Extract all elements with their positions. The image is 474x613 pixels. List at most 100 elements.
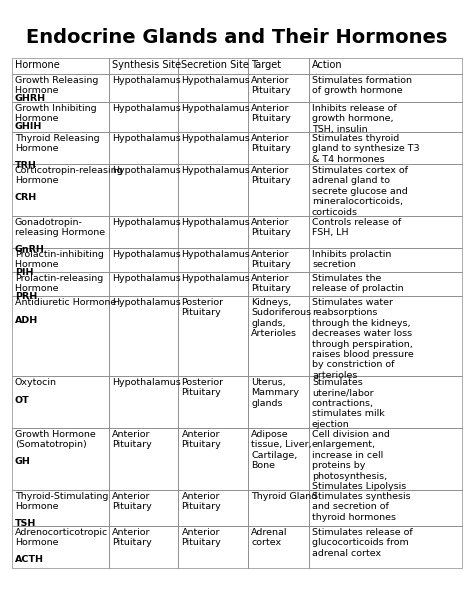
Bar <box>248 490 309 526</box>
Text: Antidiuretic Hormone: Antidiuretic Hormone <box>15 298 116 318</box>
Text: Inhibits release of
growth hormone,
TSH, insulin: Inhibits release of growth hormone, TSH,… <box>312 104 397 134</box>
Bar <box>248 132 309 164</box>
Bar <box>248 272 309 296</box>
Text: Hypothalamus: Hypothalamus <box>182 250 250 259</box>
Text: GHRH: GHRH <box>15 94 46 103</box>
Bar <box>179 216 248 248</box>
Text: Hypothalamus: Hypothalamus <box>182 274 250 283</box>
Bar <box>309 272 462 296</box>
Bar <box>309 164 462 216</box>
Bar <box>248 74 309 102</box>
Text: Secretion Site: Secretion Site <box>182 60 249 70</box>
Text: Synthesis Site: Synthesis Site <box>112 60 181 70</box>
Bar <box>12 376 109 428</box>
Text: Hormone: Hormone <box>15 60 60 70</box>
Text: PIH: PIH <box>15 268 34 277</box>
Text: Anterior
Pituitary: Anterior Pituitary <box>182 528 221 547</box>
Bar <box>248 428 309 490</box>
Text: Adrenocorticotropic
Hormone: Adrenocorticotropic Hormone <box>15 528 108 558</box>
Bar <box>248 248 309 272</box>
Text: Stimulates the
release of prolactin: Stimulates the release of prolactin <box>312 274 404 294</box>
Bar <box>179 376 248 428</box>
Text: Corticotropin-releasing
Hormone: Corticotropin-releasing Hormone <box>15 166 124 196</box>
Bar <box>12 490 109 526</box>
Bar <box>309 58 462 74</box>
Text: Endocrine Glands and Their Hormones: Endocrine Glands and Their Hormones <box>27 28 447 47</box>
Text: Hypothalamus: Hypothalamus <box>112 298 181 307</box>
Text: Anterior
Pituitary: Anterior Pituitary <box>112 528 152 547</box>
Text: Thyroid Gland: Thyroid Gland <box>251 492 318 501</box>
Bar <box>179 272 248 296</box>
Text: Anterior
Pituitary: Anterior Pituitary <box>251 166 291 185</box>
Text: Hypothalamus: Hypothalamus <box>112 250 181 259</box>
Text: Kidneys,
Sudoriferous
glands,
Arterioles: Kidneys, Sudoriferous glands, Arterioles <box>251 298 311 338</box>
Text: Stimulates release of
glucocorticoids from
adrenal cortex: Stimulates release of glucocorticoids fr… <box>312 528 413 558</box>
Text: Hypothalamus: Hypothalamus <box>182 134 250 143</box>
Bar <box>12 58 109 74</box>
Text: Hypothalamus: Hypothalamus <box>112 274 181 283</box>
Bar <box>179 526 248 568</box>
Bar <box>309 248 462 272</box>
Text: Anterior
Pituitary: Anterior Pituitary <box>251 218 291 237</box>
Bar <box>179 58 248 74</box>
Text: Growth Inhibiting
Hormone: Growth Inhibiting Hormone <box>15 104 97 123</box>
Bar <box>309 428 462 490</box>
Text: Posterior
Pituitary: Posterior Pituitary <box>182 298 224 318</box>
Bar <box>309 490 462 526</box>
Bar <box>179 248 248 272</box>
Bar <box>109 102 179 132</box>
Text: Anterior
Pituitary: Anterior Pituitary <box>182 492 221 511</box>
Bar <box>12 272 109 296</box>
Bar <box>12 526 109 568</box>
Text: GnRH: GnRH <box>15 245 45 254</box>
Bar <box>248 216 309 248</box>
Bar <box>309 376 462 428</box>
Text: Prolactin-inhibiting
Hormone: Prolactin-inhibiting Hormone <box>15 250 104 269</box>
Bar <box>109 216 179 248</box>
Text: Anterior
Pituitary: Anterior Pituitary <box>251 104 291 123</box>
Text: Prolactin-releasing
Hormone: Prolactin-releasing Hormone <box>15 274 103 294</box>
Text: Hypothalamus: Hypothalamus <box>112 76 181 85</box>
Bar <box>248 526 309 568</box>
Text: CRH: CRH <box>15 193 37 202</box>
Text: Thyroid Releasing
Hormone: Thyroid Releasing Hormone <box>15 134 100 164</box>
Text: Hypothalamus: Hypothalamus <box>112 134 181 143</box>
Bar <box>12 296 109 376</box>
Bar <box>12 248 109 272</box>
Bar <box>109 376 179 428</box>
Bar <box>12 74 109 102</box>
Bar <box>12 102 109 132</box>
Text: Adrenal
cortex: Adrenal cortex <box>251 528 288 547</box>
Text: Growth Releasing
Hormone: Growth Releasing Hormone <box>15 76 99 96</box>
Text: Stimulates thyroid
gland to synthesize T3
& T4 hormones: Stimulates thyroid gland to synthesize T… <box>312 134 419 164</box>
Bar <box>179 74 248 102</box>
Text: Oxytocin: Oxytocin <box>15 378 57 397</box>
Bar <box>309 216 462 248</box>
Text: OT: OT <box>15 396 30 405</box>
Text: Hypothalamus: Hypothalamus <box>182 104 250 113</box>
Text: Gonadotropin-
releasing Hormone: Gonadotropin- releasing Hormone <box>15 218 105 248</box>
Text: TSH: TSH <box>15 519 36 528</box>
Text: Uterus,
Mammary
glands: Uterus, Mammary glands <box>251 378 299 408</box>
Text: Controls release of
FSH, LH: Controls release of FSH, LH <box>312 218 401 237</box>
Text: Stimulates synthesis
and secretion of
thyroid hormones: Stimulates synthesis and secretion of th… <box>312 492 410 522</box>
Bar <box>109 74 179 102</box>
Text: TRH: TRH <box>15 161 37 170</box>
Bar <box>109 272 179 296</box>
Text: Hypothalamus: Hypothalamus <box>112 166 181 175</box>
Text: Anterior
Pituitary: Anterior Pituitary <box>251 250 291 269</box>
Text: Inhibits prolactin
secretion: Inhibits prolactin secretion <box>312 250 392 269</box>
Bar <box>179 490 248 526</box>
Bar <box>12 428 109 490</box>
Bar <box>179 164 248 216</box>
Bar <box>179 428 248 490</box>
Bar <box>109 428 179 490</box>
Text: Cell division and
enlargement,
increase in cell
proteins by
photosynthesis,
Stim: Cell division and enlargement, increase … <box>312 430 406 491</box>
Bar <box>309 102 462 132</box>
Bar <box>109 296 179 376</box>
Text: Adipose
tissue, Liver,
Cartilage,
Bone: Adipose tissue, Liver, Cartilage, Bone <box>251 430 312 470</box>
Bar <box>12 132 109 164</box>
Text: Anterior
Pituitary: Anterior Pituitary <box>182 430 221 449</box>
Bar <box>309 526 462 568</box>
Bar <box>309 132 462 164</box>
